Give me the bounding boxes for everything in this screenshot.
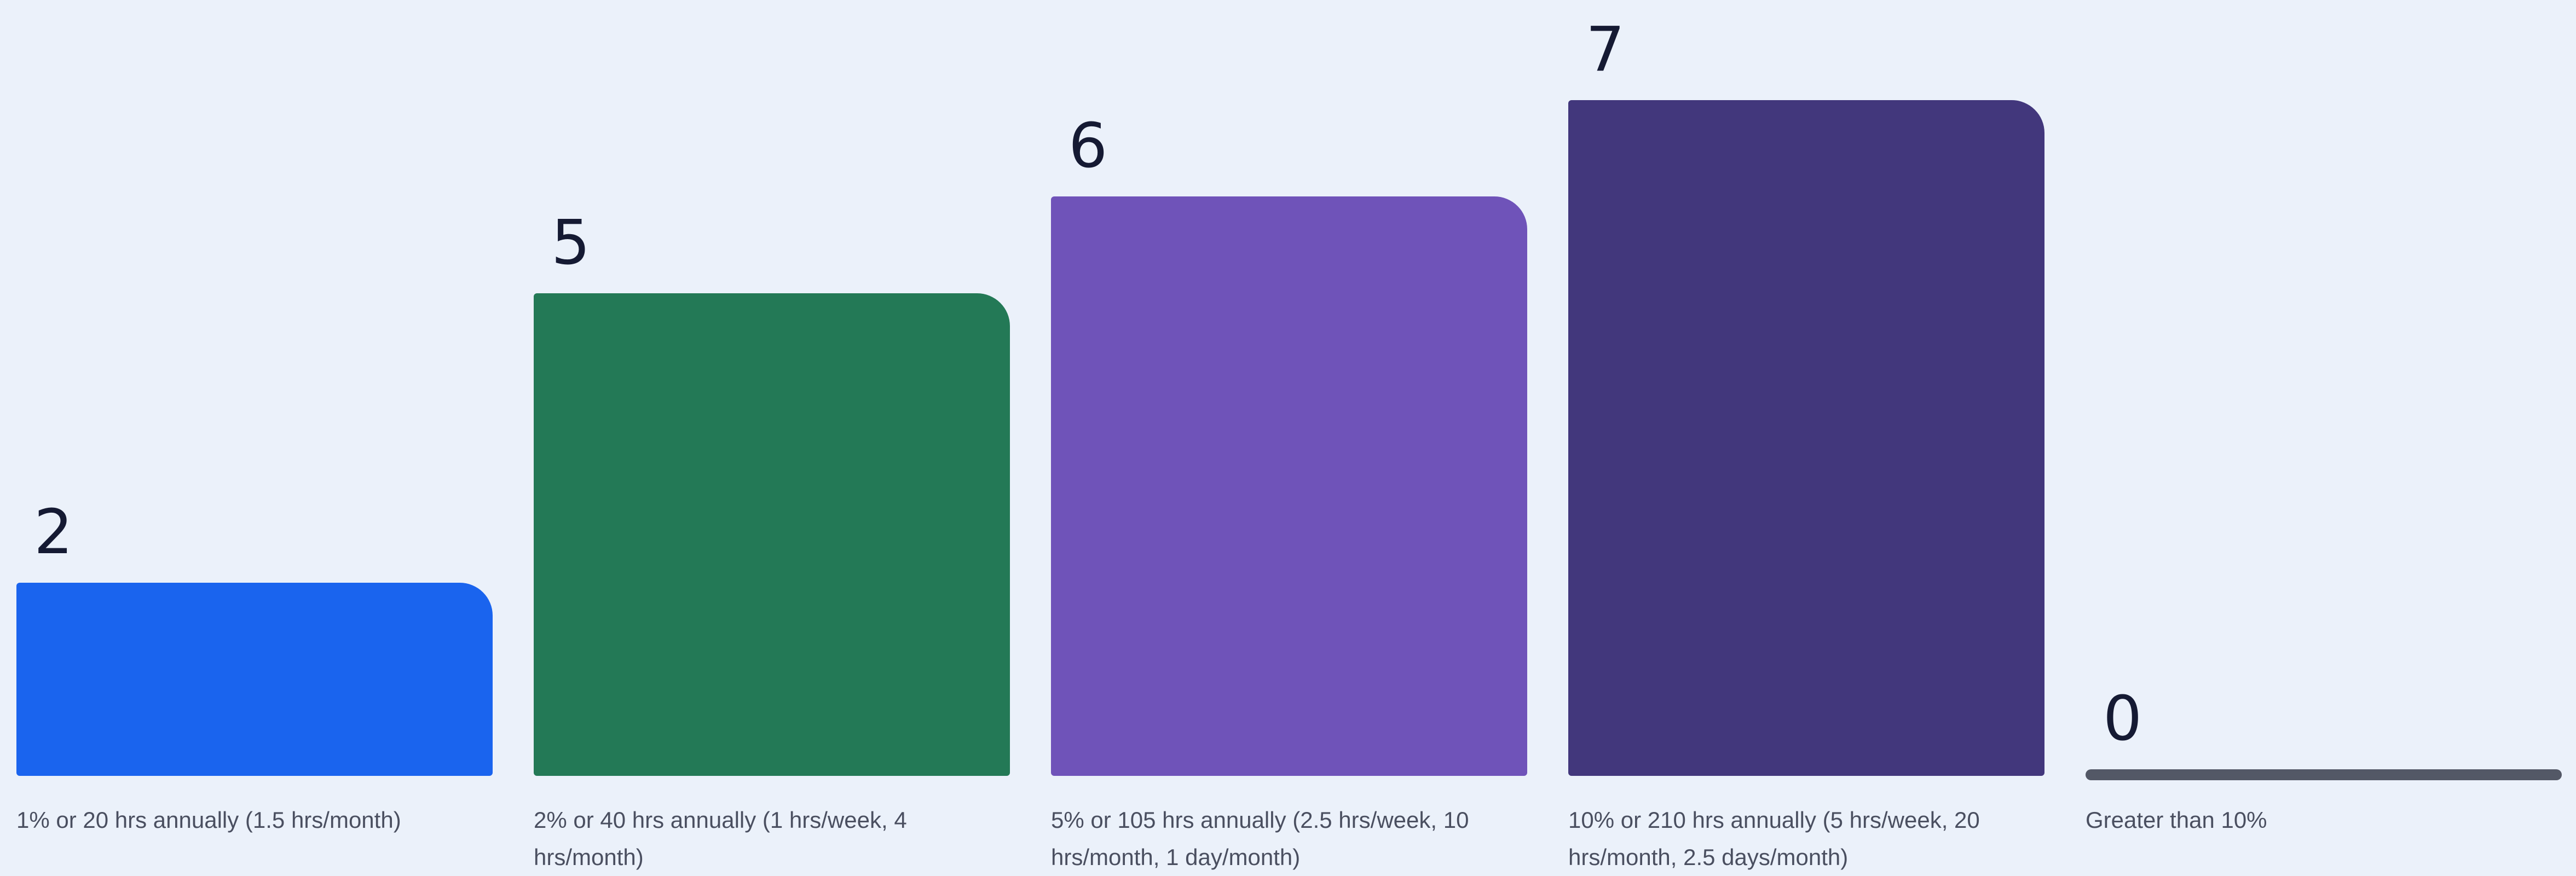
bar-value-label-5: 0 xyxy=(2103,683,2142,755)
category-label-3: 5% or 105 hrs annually (2.5 hrs/week, 10… xyxy=(1051,807,1469,870)
bar-5 xyxy=(2086,769,2562,780)
bar-2 xyxy=(534,293,1010,776)
bar-value-label-2: 5 xyxy=(551,207,591,279)
bar-value-label-4: 7 xyxy=(1586,14,1625,85)
category-label-5: Greater than 10% xyxy=(2086,807,2267,833)
bar-4 xyxy=(1568,100,2044,776)
bar-value-label-1: 2 xyxy=(34,497,73,568)
bar-1 xyxy=(16,583,493,776)
category-label-2: 2% or 40 hrs annually (1 hrs/week, 4 hrs… xyxy=(534,807,907,870)
bar-3 xyxy=(1051,196,1527,776)
bar-value-label-3: 6 xyxy=(1068,111,1108,182)
category-label-4: 10% or 210 hrs annually (5 hrs/week, 20 … xyxy=(1568,807,1980,870)
category-label-1: 1% or 20 hrs annually (1.5 hrs/month) xyxy=(16,807,401,833)
